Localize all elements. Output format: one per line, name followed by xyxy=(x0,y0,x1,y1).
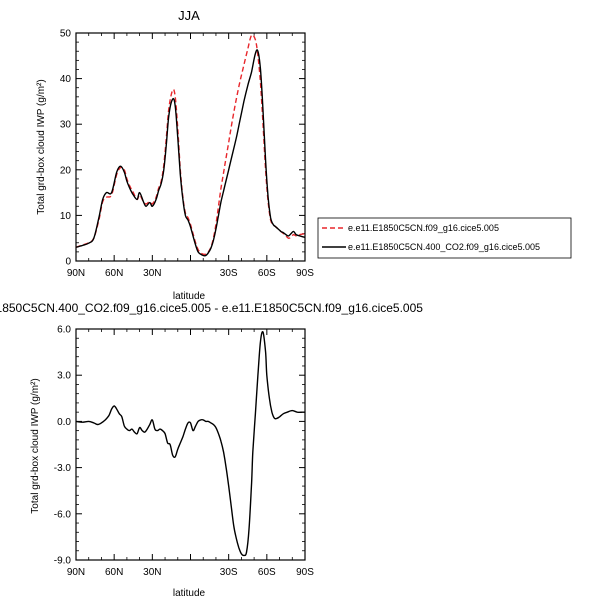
series-line-1 xyxy=(75,330,305,557)
legend: e.e11.E1850C5CN.f09_g16.cice5.005 e.e11.… xyxy=(317,217,572,259)
x-tick-label: 30N xyxy=(143,567,161,578)
x-tick-label: 90N xyxy=(67,268,85,279)
x-tick-label: 90N xyxy=(67,567,85,578)
y-tick-label: 10 xyxy=(60,211,72,222)
x-axis: 90N 60N 30N 30S 60S 90S xyxy=(67,329,314,578)
series-lines xyxy=(75,34,306,257)
panel-bottom: e.e11.E1850C5CN.400_CO2.f09_g16.cice5.00… xyxy=(0,301,423,599)
plot-frame xyxy=(75,328,306,561)
y-tick-label: 6.0 xyxy=(57,325,71,336)
x-tick-label: 60N xyxy=(105,268,123,279)
legend-box xyxy=(317,217,572,259)
x-tick-label: 60S xyxy=(258,567,276,578)
x-tick-label: 30S xyxy=(220,567,238,578)
y-axis-label: Total grd-box cloud IWP (g/m²) xyxy=(36,79,47,214)
legend-entry: e.e11.E1850C5CN.f09_g16.cice5.005 xyxy=(348,223,499,233)
y-tick-label: 30 xyxy=(60,120,72,131)
y-axis: -9.0 -6.0 -3.0 0.0 3.0 6.0 xyxy=(54,325,305,567)
y-axis: 0 10 20 30 40 50 xyxy=(60,29,305,268)
x-tick-label: 30N xyxy=(143,268,161,279)
series-lines xyxy=(75,330,305,557)
y-tick-label: 40 xyxy=(60,74,72,85)
x-tick-label: 30S xyxy=(220,268,238,279)
series-line-1 xyxy=(75,34,306,256)
panel-top: JJA 0 10 20 30 40 50 90N 60N 30N 30S 60S 90S latit… xyxy=(36,8,572,302)
chart-title: JJA xyxy=(178,8,200,23)
chart-title: e.e11.E1850C5CN.400_CO2.f09_g16.cice5.00… xyxy=(0,301,423,315)
y-tick-label: -6.0 xyxy=(54,509,72,520)
x-tick-label: 90S xyxy=(296,268,314,279)
y-tick-label: 20 xyxy=(60,165,72,176)
y-tick-label: 0 xyxy=(65,257,71,268)
y-tick-label: 3.0 xyxy=(57,371,71,382)
x-axis-label: latitude xyxy=(173,291,206,302)
y-tick-label: 50 xyxy=(60,29,72,40)
x-tick-label: 60N xyxy=(105,567,123,578)
y-tick-label: -3.0 xyxy=(54,463,72,474)
x-axis: 90N 60N 30N 30S 60S 90S xyxy=(67,33,314,279)
x-tick-label: 60S xyxy=(258,268,276,279)
legend-entry: e.e11.E1850C5CN.400_CO2.f09_g16.cice5.00… xyxy=(348,242,540,252)
y-tick-label: 0.0 xyxy=(57,417,71,428)
series-line-2 xyxy=(75,49,306,257)
y-tick-label: -9.0 xyxy=(54,556,72,567)
x-axis-label: latitude xyxy=(173,588,206,599)
y-axis-label: Total grd-box cloud IWP (g/m²) xyxy=(30,378,41,513)
x-tick-label: 90S xyxy=(296,567,314,578)
